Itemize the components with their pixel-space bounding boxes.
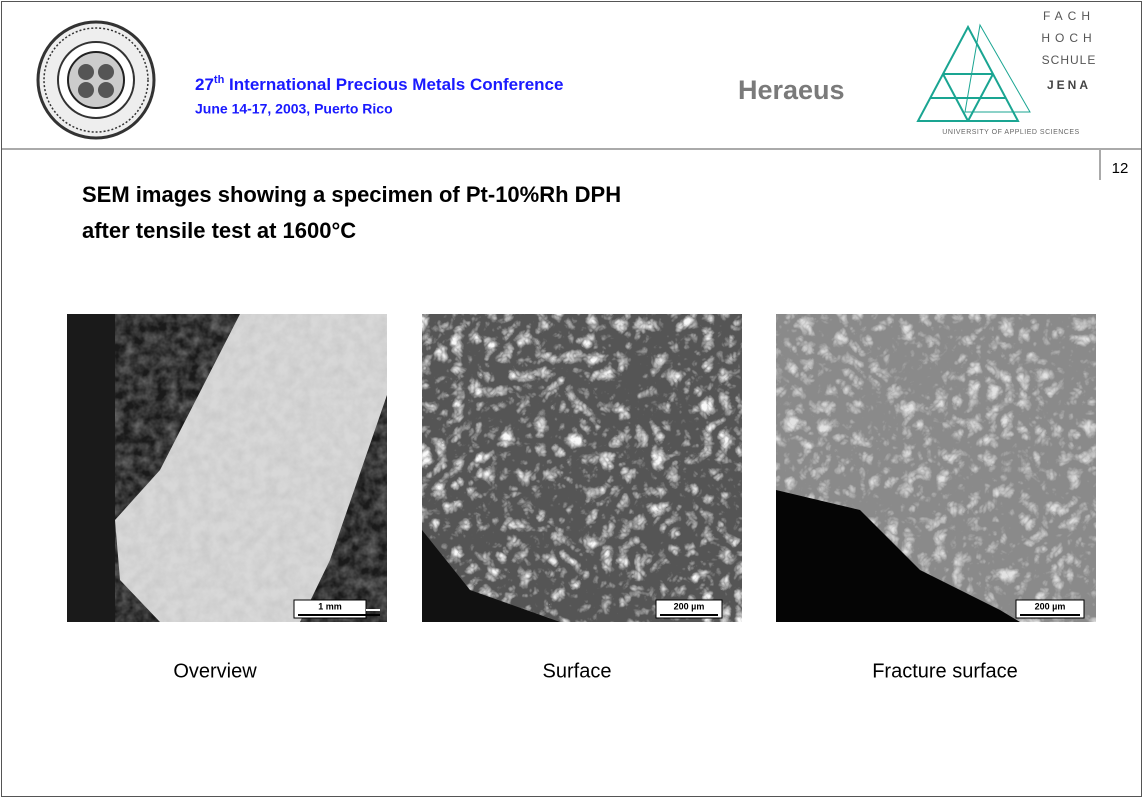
- image-caption: Surface: [543, 660, 612, 682]
- sponsor: Heraeus: [738, 75, 845, 105]
- image-caption: Overview: [173, 660, 257, 682]
- conference-number: 27: [195, 75, 214, 94]
- scale-label: 200 µm: [674, 601, 705, 611]
- university-subtitle: UNIVERSITY OF APPLIED SCIENCES: [942, 129, 1079, 136]
- slide: 27th International Precious Metals Confe…: [0, 0, 1144, 799]
- conference-suffix: th: [214, 74, 225, 86]
- scale-label: 1 mm: [318, 601, 342, 611]
- university-line: HOCH: [1041, 31, 1096, 45]
- scale-bar: 200 µm: [656, 600, 722, 618]
- university-line: FACH: [1043, 9, 1095, 23]
- university-logo-mark: [918, 25, 1030, 121]
- university-line: JENA: [1047, 78, 1091, 92]
- slide-title: SEM images showing a specimen of Pt-10%R…: [82, 182, 621, 207]
- conference-name: 27th International Precious Metals Confe…: [195, 74, 563, 95]
- sem-image-surface: [422, 314, 742, 622]
- scale-bar: 200 µm: [1016, 600, 1084, 618]
- conference-title: International Precious Metals Conference: [229, 75, 563, 94]
- seal-logo: [38, 22, 154, 138]
- conference-details: June 14-17, 2003, Puerto Rico: [195, 101, 393, 117]
- slide-title: after tensile test at 1600°C: [82, 218, 356, 243]
- sem-image-fracture: [776, 314, 1096, 622]
- page-number: 12: [1112, 160, 1129, 177]
- image-caption: Fracture surface: [872, 660, 1018, 682]
- sem-image-overview: [67, 314, 387, 622]
- university-line: SCHULE: [1042, 53, 1097, 67]
- scale-label: 200 µm: [1035, 601, 1066, 611]
